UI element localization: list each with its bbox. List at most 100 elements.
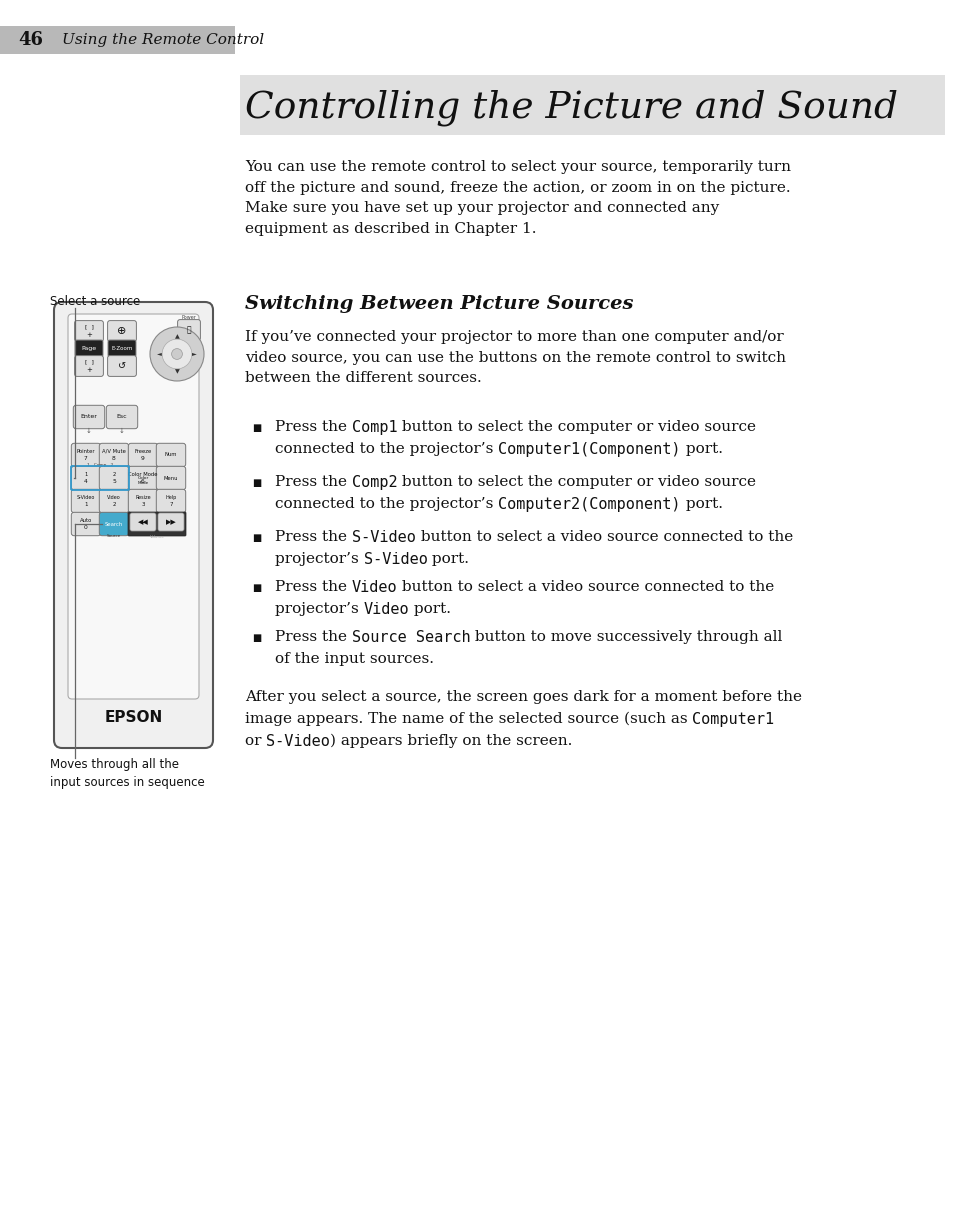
Text: Moves through all the
input sources in sequence: Moves through all the input sources in s… xyxy=(50,758,205,789)
FancyBboxPatch shape xyxy=(128,512,186,536)
Text: ▶▶: ▶▶ xyxy=(166,519,176,525)
Text: Controlling the Picture and Sound: Controlling the Picture and Sound xyxy=(245,90,897,126)
Text: Menu: Menu xyxy=(164,476,178,481)
FancyBboxPatch shape xyxy=(156,443,186,466)
FancyBboxPatch shape xyxy=(71,490,101,513)
Text: button to move successively through all: button to move successively through all xyxy=(470,629,782,644)
Circle shape xyxy=(162,339,192,369)
Text: 3: 3 xyxy=(141,503,145,508)
Text: Color: Color xyxy=(137,476,149,480)
Text: Pointer: Pointer xyxy=(76,449,95,454)
Text: 2: 2 xyxy=(112,503,115,508)
Text: port.: port. xyxy=(680,497,722,510)
Text: ■: ■ xyxy=(253,583,261,593)
Text: If you’ve connected your projector to more than one computer and/or
video source: If you’ve connected your projector to mo… xyxy=(245,330,785,385)
Circle shape xyxy=(172,348,182,360)
Text: Num: Num xyxy=(165,453,177,458)
Text: Esc: Esc xyxy=(116,415,127,420)
Text: Press the: Press the xyxy=(274,530,352,544)
Text: Video: Video xyxy=(352,580,397,595)
Text: port.: port. xyxy=(680,442,722,456)
Text: Press the: Press the xyxy=(274,420,352,434)
Text: or: or xyxy=(245,734,266,748)
FancyBboxPatch shape xyxy=(156,466,186,490)
Text: connected to the projector’s: connected to the projector’s xyxy=(274,442,497,456)
FancyBboxPatch shape xyxy=(99,513,129,536)
Text: Page: Page xyxy=(81,346,96,351)
Text: ■: ■ xyxy=(253,533,261,544)
FancyBboxPatch shape xyxy=(108,340,136,357)
Text: button to select a video source connected to the: button to select a video source connecte… xyxy=(416,530,792,544)
Text: ►: ► xyxy=(192,351,196,357)
Text: 1: 1 xyxy=(84,472,88,477)
FancyBboxPatch shape xyxy=(99,490,129,513)
FancyBboxPatch shape xyxy=(108,320,136,341)
FancyBboxPatch shape xyxy=(54,302,213,748)
Text: EPSON: EPSON xyxy=(104,710,162,725)
Text: Video: Video xyxy=(363,602,409,617)
Text: 9: 9 xyxy=(141,456,145,461)
Text: projector’s: projector’s xyxy=(274,552,363,566)
Text: of the input sources.: of the input sources. xyxy=(274,652,434,666)
Text: Comp2: Comp2 xyxy=(352,475,397,490)
Text: Color Mode: Color Mode xyxy=(128,472,157,477)
Text: S-Video: S-Video xyxy=(352,530,416,545)
Text: Using the Remote Control: Using the Remote Control xyxy=(62,33,264,47)
Text: ↺: ↺ xyxy=(118,361,126,371)
Text: Volume: Volume xyxy=(150,535,164,539)
Text: 0: 0 xyxy=(84,525,88,530)
Text: Power: Power xyxy=(181,315,196,320)
FancyBboxPatch shape xyxy=(106,405,137,428)
FancyBboxPatch shape xyxy=(128,443,157,466)
Text: 7: 7 xyxy=(169,503,172,508)
Text: ↓: ↓ xyxy=(86,428,91,434)
Text: ■: ■ xyxy=(253,479,261,488)
Text: Press the: Press the xyxy=(274,580,352,594)
Text: A/V Mute: A/V Mute xyxy=(102,449,126,454)
Text: You can use the remote control to select your source, temporarily turn
off the p: You can use the remote control to select… xyxy=(245,160,790,236)
Text: Search: Search xyxy=(105,521,123,526)
Text: Auto: Auto xyxy=(80,518,92,523)
Text: image appears. The name of the selected source (such as: image appears. The name of the selected … xyxy=(245,712,692,726)
FancyBboxPatch shape xyxy=(108,356,136,377)
Text: button to select the computer or video source: button to select the computer or video s… xyxy=(397,475,756,490)
FancyBboxPatch shape xyxy=(158,513,184,531)
Text: button to select the computer or video source: button to select the computer or video s… xyxy=(397,420,756,434)
FancyBboxPatch shape xyxy=(128,466,157,490)
Text: Computer1: Computer1 xyxy=(692,712,774,728)
Text: 7: 7 xyxy=(84,456,88,461)
Text: S-Video: S-Video xyxy=(266,734,330,748)
Text: ⏻: ⏻ xyxy=(187,325,192,335)
FancyBboxPatch shape xyxy=(73,405,105,428)
FancyBboxPatch shape xyxy=(0,26,234,54)
Text: Switching Between Picture Sources: Switching Between Picture Sources xyxy=(245,294,633,313)
Text: After you select a source, the screen goes dark for a moment before the: After you select a source, the screen go… xyxy=(245,690,801,704)
Text: ◄: ◄ xyxy=(157,351,162,357)
Text: S-Video: S-Video xyxy=(363,552,427,567)
FancyBboxPatch shape xyxy=(71,443,101,466)
Text: ■: ■ xyxy=(253,633,261,643)
Text: +: + xyxy=(86,367,91,373)
Circle shape xyxy=(150,328,204,382)
Text: Press the: Press the xyxy=(274,629,352,644)
Text: Enter: Enter xyxy=(80,415,97,420)
Text: Computer2(Component): Computer2(Component) xyxy=(497,497,680,512)
Text: Computer1(Component): Computer1(Component) xyxy=(497,442,680,456)
Text: port.: port. xyxy=(409,602,451,616)
Text: Freeze: Freeze xyxy=(134,449,152,454)
Text: S-Video: S-Video xyxy=(77,494,95,499)
Text: Source Search: Source Search xyxy=(352,629,470,645)
Text: port.: port. xyxy=(427,552,469,566)
FancyBboxPatch shape xyxy=(99,466,129,490)
Text: 5: 5 xyxy=(112,480,116,485)
Text: 1: 1 xyxy=(84,503,88,508)
Text: [  ]: [ ] xyxy=(85,324,93,330)
Text: ◀◀: ◀◀ xyxy=(137,519,149,525)
FancyBboxPatch shape xyxy=(74,356,103,377)
Text: Video: Video xyxy=(107,494,121,499)
Text: Help: Help xyxy=(165,494,176,499)
Text: ) appears briefly on the screen.: ) appears briefly on the screen. xyxy=(330,734,572,748)
FancyBboxPatch shape xyxy=(240,75,944,135)
FancyBboxPatch shape xyxy=(128,490,157,513)
FancyBboxPatch shape xyxy=(75,340,103,357)
